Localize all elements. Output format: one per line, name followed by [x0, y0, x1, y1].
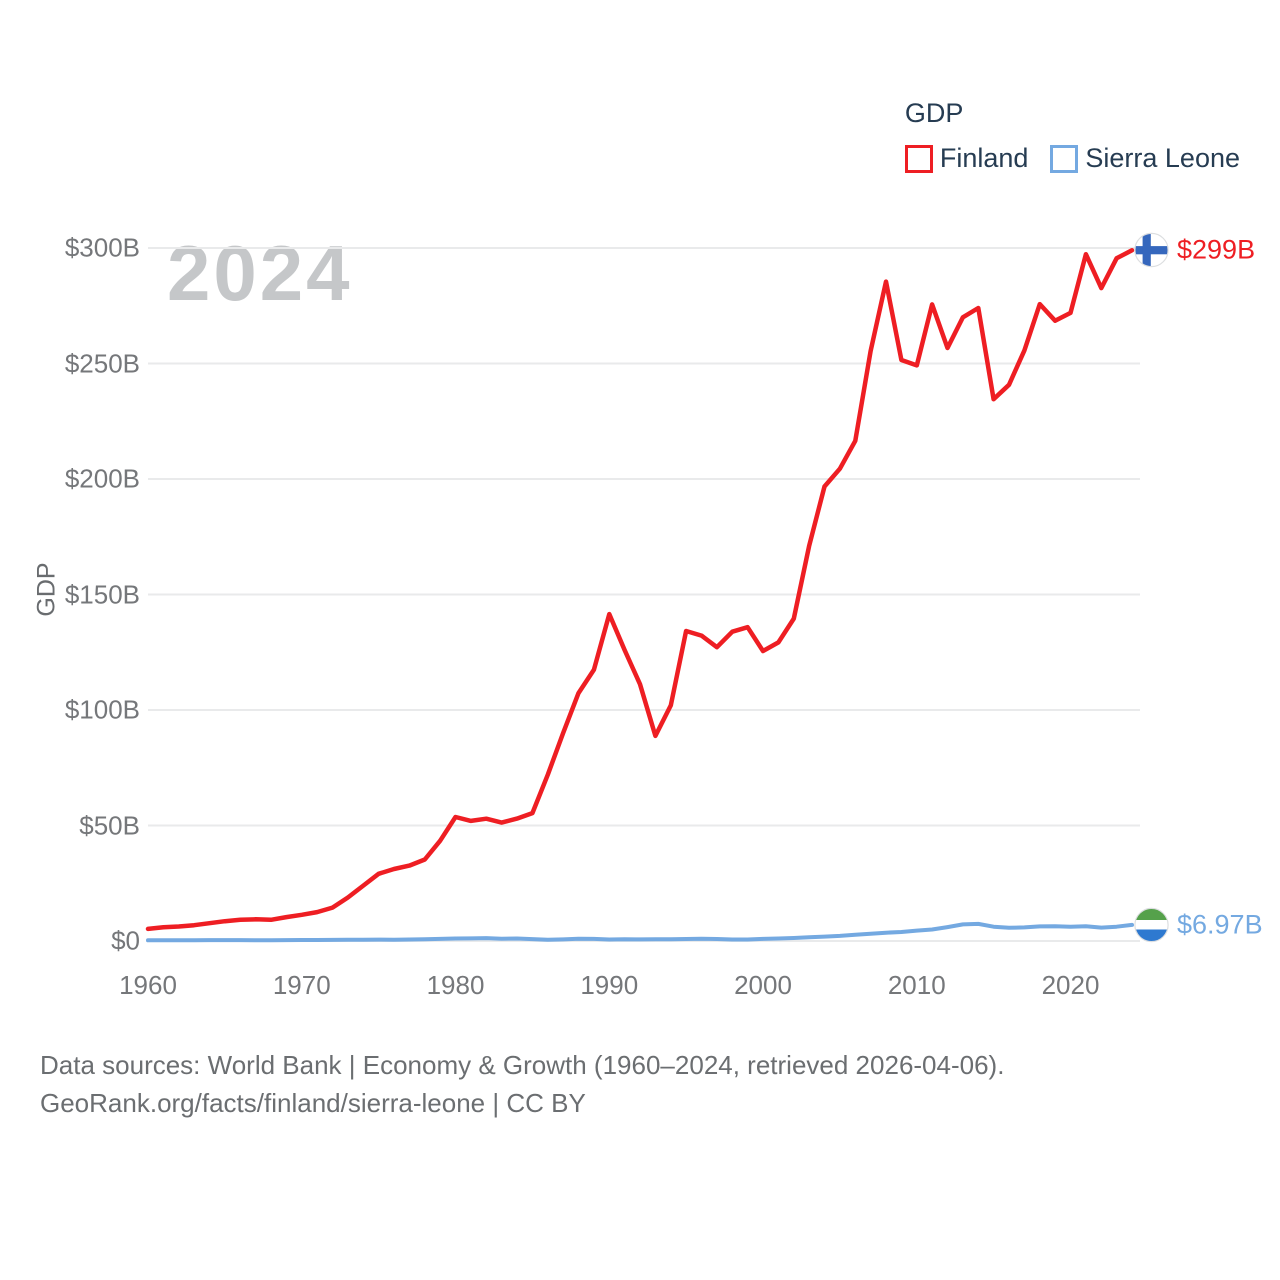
footer-source-url: GeoRank.org/facts/finland/sierra-leone |… — [40, 1088, 586, 1118]
legend-label-finland: Finland — [939, 143, 1029, 173]
y-tick-label: $300B — [64, 232, 140, 263]
finland-swatch-icon — [904, 144, 933, 173]
x-tick-label: 2010 — [887, 970, 946, 1000]
x-tick-label: 1970 — [272, 970, 331, 1000]
y-axis-title: GDP — [32, 562, 61, 617]
watermark-year: 2024 — [167, 229, 353, 317]
x-tick-label: 1960 — [119, 970, 177, 1000]
y-tick-label: $50B — [79, 810, 140, 840]
sierra-leone-end-value: $6.97B — [1177, 909, 1263, 940]
legend-label-sierra-leone: Sierra Leone — [1085, 143, 1240, 173]
x-tick-label: 2020 — [1041, 970, 1100, 1000]
finland-end-value: $299B — [1177, 234, 1256, 265]
finland-line — [145, 248, 1135, 932]
legend-item-sierra-leone[interactable]: Sierra Leone — [1050, 143, 1240, 174]
finland-flag-icon — [1134, 233, 1169, 268]
legend: GDP Finland Sierra Leone — [904, 98, 1240, 174]
sierra-leone-end-label: $6.97B — [1134, 907, 1263, 943]
sierra-leone-line — [146, 921, 1134, 943]
finland-end-label: $299B — [1134, 233, 1255, 268]
x-tick-label: 2000 — [734, 970, 792, 1000]
y-tick-label: $200B — [64, 463, 140, 494]
y-tick-label: $150B — [64, 579, 140, 609]
legend-item-finland[interactable]: Finland — [904, 143, 1029, 174]
x-tick-label: 1990 — [580, 970, 639, 1000]
x-tick-label: 1980 — [426, 970, 485, 1000]
legend-title: GDP — [904, 98, 964, 128]
sierra-leone-swatch-icon — [1050, 144, 1079, 173]
footer-attribution: Data sources: World Bank | Economy & Gro… — [40, 1046, 1004, 1122]
footer-data-sources: Data sources: World Bank | Economy & Gro… — [40, 1050, 1005, 1080]
y-tick-label: $0 — [111, 925, 140, 956]
y-tick-label: $250B — [64, 348, 140, 378]
sierra-leone-flag-icon — [1134, 907, 1169, 943]
legend-items: Finland Sierra Leone — [904, 143, 1240, 174]
y-tick-label: $100B — [64, 694, 140, 725]
